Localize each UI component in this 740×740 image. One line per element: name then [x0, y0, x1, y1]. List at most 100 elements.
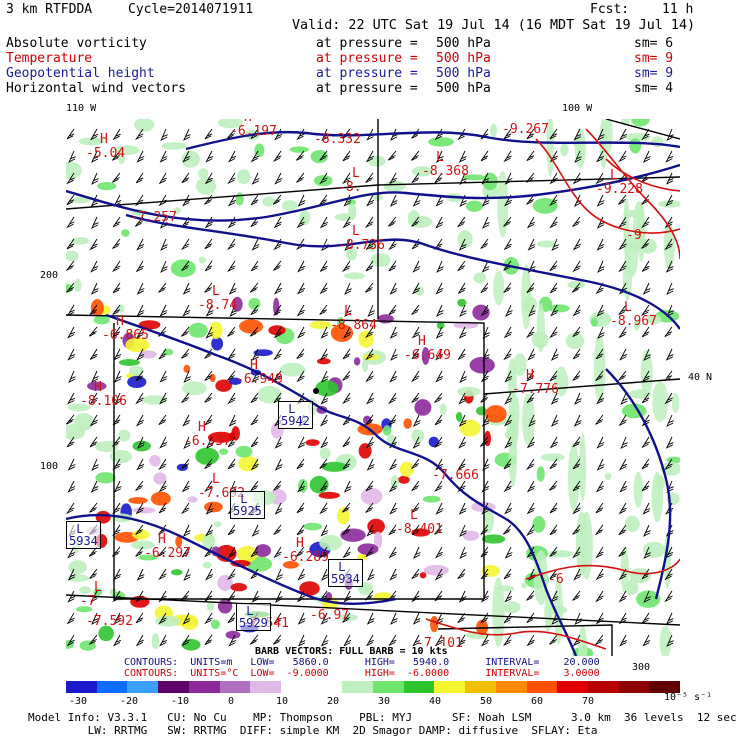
location-marker	[313, 388, 319, 394]
temp-extremum-value: -7.666	[432, 468, 479, 483]
temp-extremum-marker: L	[352, 224, 360, 239]
height-contour-legend: CONTOURS: UNITS=m LOW= 5860.0 HIGH= 5940…	[124, 657, 600, 668]
temp-extremum-marker: H	[198, 420, 206, 435]
field-level-value: 500 hPa	[436, 81, 491, 96]
height-extremum-box: L 5942	[278, 401, 313, 429]
field-name: Geopotential height	[6, 66, 155, 81]
colorbar-tick: 20	[327, 696, 340, 707]
colorbar-swatch	[158, 681, 189, 693]
height-extremum-box: L 5934	[66, 521, 101, 549]
cycle-label: Cycle=2014071911	[128, 2, 254, 17]
temp-extremum-marker: L	[212, 472, 220, 487]
temp-extremum-marker: H	[296, 536, 304, 551]
temp-extremum-marker: L	[516, 119, 524, 122]
colorbar-swatch	[250, 681, 281, 693]
temp-extremum-value: -6	[548, 572, 564, 587]
geopotential-contours	[66, 130, 680, 656]
temp-extremum-value: -6.197	[230, 124, 277, 139]
forecast-value: 11 h	[662, 2, 694, 17]
temp-extremum-value: -6.937	[184, 434, 231, 449]
colorbar-tick: 60	[531, 696, 544, 707]
temp-extremum-marker: H	[526, 368, 534, 383]
height-extremum-box: L 5925	[230, 491, 265, 519]
temp-extremum-value: -8.736	[338, 238, 385, 253]
temp-extremum-marker: L	[212, 284, 220, 299]
temp-extremum-value: -9.267	[502, 122, 549, 137]
temp-extremum-value: -6.649	[404, 348, 451, 363]
weather-map[interactable]: H-5.04H-6.197-8.332L-9.267-7.257L-8.L-8.…	[66, 119, 680, 656]
colorbar-tick: -10	[171, 696, 190, 707]
field-smoothing: sm= 9	[634, 51, 674, 66]
grid-y-label: 200	[40, 270, 59, 281]
field-level-label: at pressure =	[316, 66, 418, 81]
field-name: Absolute vorticity	[6, 36, 147, 51]
field-name: Horizontal wind vectors	[6, 81, 187, 96]
colorbar-swatch	[587, 681, 619, 693]
temp-extremum-marker: L	[352, 166, 360, 181]
height-extremum-box: L 5934	[328, 559, 363, 587]
temp-extremum-marker: H	[418, 334, 426, 349]
colorbar-swatch	[373, 681, 404, 693]
field-name: Temperature	[6, 51, 93, 66]
temp-extremum-value: -9.228	[596, 182, 643, 197]
colorbar-tick: 10	[276, 696, 289, 707]
temp-extremum-value: -6.865	[102, 328, 149, 343]
temp-extremum-marker: H	[94, 380, 102, 395]
colorbar-swatch	[649, 681, 681, 693]
colorbar-tick: 70	[582, 696, 595, 707]
colorbar-tick: 40	[429, 696, 442, 707]
temp-extremum-marker: H	[158, 532, 166, 547]
latitude-label: 40 N	[688, 372, 713, 383]
colorbar-swatch	[618, 681, 650, 693]
model-info-line1: Model Info: V3.3.1 CU: No Cu MP: Thompso…	[28, 711, 737, 724]
colorbar-swatch	[403, 681, 435, 693]
height-extremum-box: L 5929	[236, 603, 271, 631]
colorbar-swatch	[188, 681, 220, 693]
field-level-label: at pressure =	[316, 51, 418, 66]
colorbar-swatch	[557, 681, 588, 693]
temp-extremum-value: -8.967	[610, 314, 657, 329]
temp-extremum-value: -8.401	[396, 522, 443, 537]
temp-extremum-marker: H	[250, 358, 258, 373]
colorbar-swatch	[495, 681, 527, 693]
model-title: 3 km RTFDDA	[6, 2, 93, 17]
temp-extremum-value: -7	[80, 594, 96, 609]
colorbar-tick: 50	[480, 696, 493, 707]
temp-extremum-value: -5.04	[86, 146, 126, 161]
forecast-label: Fcst:	[590, 2, 630, 17]
field-level-value: 500 hPa	[436, 51, 491, 66]
temp-extremum-value: -8.74	[198, 298, 238, 313]
barb-legend: BARB VECTORS: FULL BARB = 10 kts	[255, 646, 448, 657]
colorbar-swatch	[127, 681, 159, 693]
vorticity-colorbar	[66, 681, 681, 693]
colorbar-tick: 0	[228, 696, 235, 707]
colorbar-tick: -20	[120, 696, 139, 707]
state-borders	[66, 119, 680, 656]
temp-extremum-value: -8.864	[330, 318, 377, 333]
colorbar-swatch	[465, 681, 496, 693]
model-info-line2: LW: RRTMG SW: RRTMG DIFF: simple KM 2D S…	[28, 724, 598, 737]
temp-extremum-value: -6.97	[310, 608, 350, 623]
field-level-value: 500 hPa	[436, 36, 491, 51]
field-smoothing: sm= 4	[634, 81, 674, 96]
colorbar-swatch	[219, 681, 251, 693]
colorbar-swatch	[434, 681, 466, 693]
colorbar-units: 10⁻⁵ s⁻¹	[664, 692, 713, 703]
temp-extremum-value: -8.368	[422, 164, 469, 179]
temp-extremum-value: -6.949	[236, 372, 283, 387]
longitude-label: 100 W	[562, 103, 593, 114]
field-smoothing: sm= 6	[634, 36, 674, 51]
temp-extremum-marker: H	[244, 119, 252, 124]
colorbar-tick: 30	[378, 696, 391, 707]
temp-contour-legend: CONTOURS: UNITS=°C LOW= -9.0000 HIGH= -6…	[124, 668, 600, 679]
temp-extremum-value: -8.	[338, 180, 362, 195]
grid-y-label: 100	[40, 461, 59, 472]
temp-extremum-value: -7.257	[130, 210, 177, 225]
colorbar-swatch	[280, 681, 312, 693]
temp-extremum-marker: L	[624, 300, 632, 315]
colorbar-swatch	[96, 681, 128, 693]
temp-extremum-marker: H	[100, 132, 108, 147]
temp-extremum-value: -9	[626, 228, 642, 243]
temp-extremum-value: -6.297	[144, 546, 191, 561]
field-level-label: at pressure =	[316, 81, 418, 96]
